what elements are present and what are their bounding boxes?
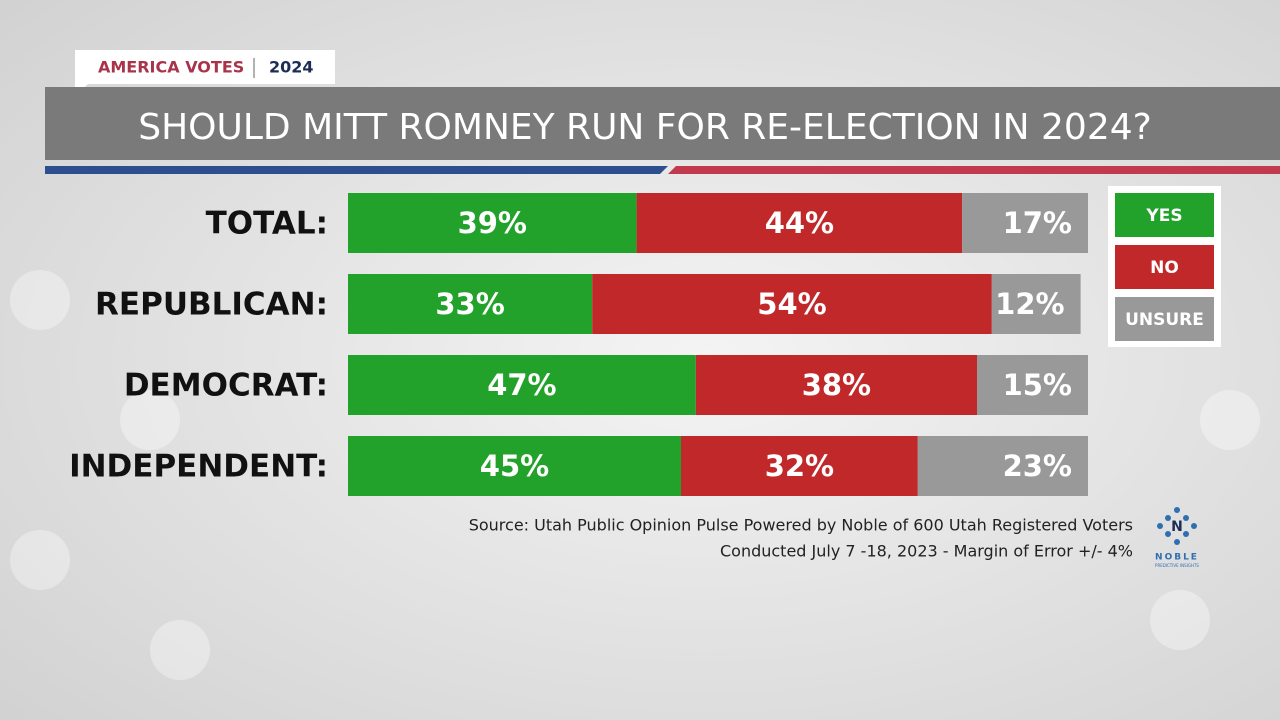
- category-label: INDEPENDENT:: [69, 449, 328, 485]
- value-label: 44%: [765, 206, 834, 240]
- legend-label: UNSURE: [1125, 310, 1204, 330]
- svg-text:N: N: [1171, 519, 1183, 535]
- stripe-blue: [45, 166, 668, 174]
- bar-segment: [681, 436, 918, 496]
- title-banner: [45, 87, 1280, 160]
- value-label: 17%: [1003, 206, 1072, 240]
- legend-swatch: [1115, 245, 1214, 289]
- logo-mark: N: [1157, 507, 1197, 545]
- bar-segment: [636, 193, 963, 253]
- category-label: DEMOCRAT:: [124, 368, 328, 404]
- source-line: Source: Utah Public Opinion Pulse Powere…: [469, 516, 1133, 535]
- value-label: 45%: [480, 449, 549, 483]
- value-label: 15%: [1003, 368, 1072, 402]
- category-label: TOTAL:: [206, 206, 328, 242]
- value-label: 32%: [765, 449, 834, 483]
- legend-swatch: [1115, 193, 1214, 237]
- legend-label: NO: [1150, 258, 1179, 278]
- bar-segment: [977, 355, 1088, 415]
- legend-swatch: [1115, 297, 1214, 341]
- bar-segment: [348, 436, 681, 496]
- bar-segment: [695, 355, 977, 415]
- source-line: Conducted July 7 -18, 2023 - Margin of E…: [720, 542, 1133, 561]
- value-label: 33%: [435, 287, 504, 321]
- chart-title: SHOULD MITT ROMNEY RUN FOR RE-ELECTION I…: [138, 107, 1152, 148]
- value-label: 47%: [487, 368, 556, 402]
- value-label: 38%: [802, 368, 871, 402]
- logo-text: NOBLE: [1155, 553, 1199, 563]
- kicker-year: 2024: [269, 58, 314, 77]
- star-pattern: [10, 270, 1260, 680]
- legend-label: YES: [1145, 206, 1182, 226]
- value-label: 23%: [1003, 449, 1072, 483]
- bar-segment: [991, 274, 1081, 334]
- bar-segment: [962, 193, 1088, 253]
- value-label: 12%: [995, 287, 1064, 321]
- bar-segment: [348, 274, 593, 334]
- bar-segment: [917, 436, 1088, 496]
- bar-segment: [348, 193, 637, 253]
- kicker: AMERICA VOTES: [98, 58, 244, 77]
- bar-segment: [592, 274, 992, 334]
- logo-subtext: PREDICTIVE INSIGHTS: [1155, 563, 1199, 568]
- kicker-box: [75, 50, 335, 84]
- stripe-red: [668, 166, 1280, 174]
- bar-segment: [348, 355, 696, 415]
- value-label: 54%: [757, 287, 826, 321]
- category-label: REPUBLICAN:: [95, 287, 328, 323]
- value-label: 39%: [458, 206, 527, 240]
